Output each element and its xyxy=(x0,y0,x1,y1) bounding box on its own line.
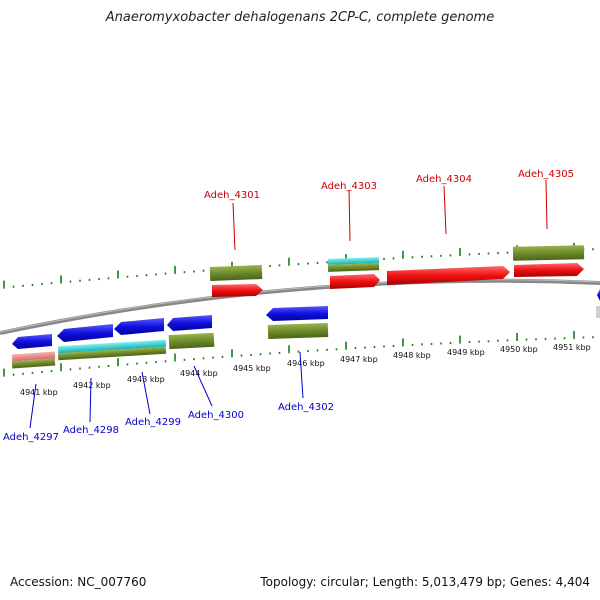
gene-label-4304[interactable]: Adeh_4304 xyxy=(416,174,472,185)
cds-arrow-4297[interactable] xyxy=(12,334,52,349)
gene-label-4297[interactable]: Adeh_4297 xyxy=(3,432,59,443)
gene-label-4299[interactable]: Adeh_4299 xyxy=(125,417,181,428)
cds-arrow-4304[interactable] xyxy=(387,266,510,285)
gene-bar-4300[interactable] xyxy=(168,332,215,350)
leader-4305 xyxy=(545,179,548,230)
gene-label-4302[interactable]: Adeh_4302 xyxy=(278,402,334,413)
gene-label-4298[interactable]: Adeh_4298 xyxy=(63,425,119,436)
leader-4304 xyxy=(443,185,447,235)
genome-summary-text: Topology: circular; Length: 5,013,479 bp… xyxy=(260,575,590,589)
cds-arrow-4298[interactable] xyxy=(57,324,113,342)
gene-label-4305[interactable]: Adeh_4305 xyxy=(518,169,574,180)
gene-bar-4303-b[interactable] xyxy=(327,263,380,272)
pseudo-bar-4297[interactable] xyxy=(11,351,56,362)
reverse-gene-block xyxy=(11,306,329,369)
leader-4301 xyxy=(232,202,236,251)
kbp-tick-label: 4942 kbp xyxy=(73,381,111,390)
leader-4299 xyxy=(141,371,151,415)
cds-arrow-4302[interactable] xyxy=(266,306,328,321)
genome-backbone-highlight xyxy=(0,279,600,333)
leader-4303 xyxy=(348,189,351,242)
map-title: Anaeromyxobacter dehalogenans 2CP-C, com… xyxy=(105,10,495,25)
leader-4302 xyxy=(299,351,304,399)
cds-arrow-4299[interactable] xyxy=(114,318,164,335)
kbp-tick-label: 4948 kbp xyxy=(393,351,431,360)
kbp-tick-label: 4951 kbp xyxy=(553,343,591,352)
gene-bar-offscreen[interactable] xyxy=(596,306,600,318)
kbp-tick-label: 4941 kbp xyxy=(20,388,58,397)
gene-bar-4303-a[interactable] xyxy=(327,257,380,265)
kbp-tick-label: 4944 kbp xyxy=(180,369,218,378)
kbp-tick-label: 4950 kbp xyxy=(500,345,538,354)
cds-arrow-4303[interactable] xyxy=(330,274,380,289)
leader-4297 xyxy=(29,383,37,429)
gene-bar-4301[interactable] xyxy=(209,265,263,281)
gene-label-4303[interactable]: Adeh_4303 xyxy=(321,181,377,192)
cds-arrow-4300[interactable] xyxy=(167,315,212,331)
leader-4300 xyxy=(193,365,213,407)
cds-arrow-4305[interactable] xyxy=(514,263,584,277)
gene-label-4300[interactable]: Adeh_4300 xyxy=(188,410,244,421)
gene-bar-4297[interactable] xyxy=(11,358,56,369)
kbp-tick-label: 4947 kbp xyxy=(340,355,378,364)
kbp-tick-label: 4949 kbp xyxy=(447,348,485,357)
rna-bar-4298[interactable] xyxy=(57,339,167,354)
cds-arrow-4301[interactable] xyxy=(212,284,263,297)
forward-labels: Adeh_4301 Adeh_4303 Adeh_4304 Adeh_4305 xyxy=(204,169,574,251)
kbp-tick-label: 4946 kbp xyxy=(287,359,325,368)
leader-4298 xyxy=(89,377,92,423)
cds-arrow-offscreen[interactable] xyxy=(597,289,600,301)
forward-gene-block xyxy=(209,245,600,318)
kbp-tick-label: 4945 kbp xyxy=(233,364,271,373)
accession-text: Accession: NC_007760 xyxy=(10,575,147,589)
reverse-labels: Adeh_4297 Adeh_4298 Adeh_4299 Adeh_4300 … xyxy=(3,351,334,443)
inner-tick-row xyxy=(3,330,594,377)
kbp-tick-label: 4943 kbp xyxy=(127,375,165,384)
gene-bar-4298[interactable] xyxy=(57,346,167,361)
genome-backbone xyxy=(0,278,600,335)
gene-bar-4305[interactable] xyxy=(512,245,585,261)
gene-label-4301[interactable]: Adeh_4301 xyxy=(204,190,260,201)
gene-bar-4302[interactable] xyxy=(267,322,329,340)
kbp-axis: 4941 kbp 4942 kbp 4943 kbp 4944 kbp 4945… xyxy=(20,343,591,397)
